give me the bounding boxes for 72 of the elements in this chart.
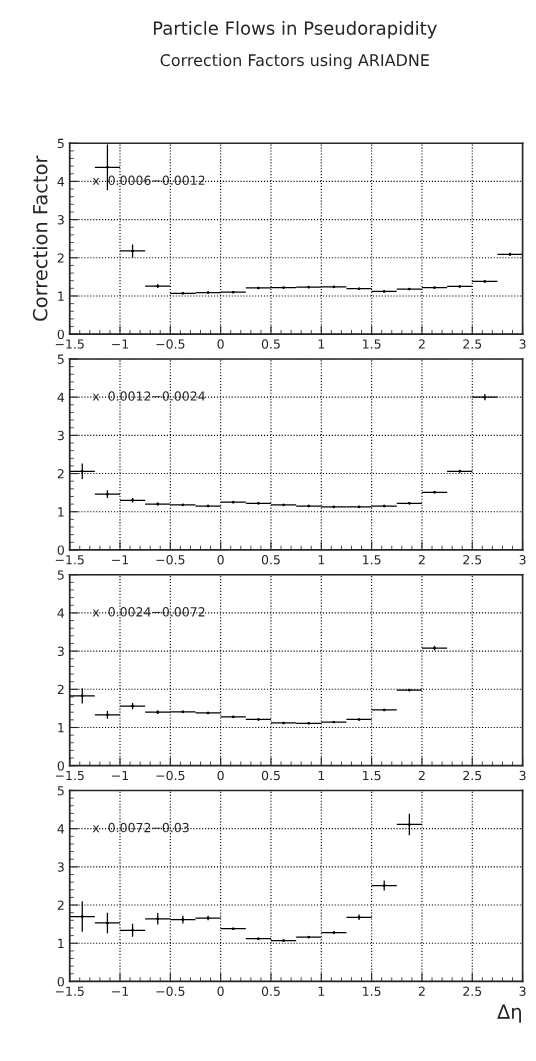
y-tick-label: 0 (57, 545, 64, 555)
y-tick-label: 3 (57, 430, 64, 441)
x-tick-label: 3 (519, 555, 526, 565)
y-tick-label: 2 (57, 900, 64, 910)
y-tick-label: 0 (57, 761, 64, 771)
x-tick-label: 2 (418, 339, 425, 349)
y-tick-label: 0 (57, 976, 64, 987)
x-tick-label: −0.5 (156, 555, 185, 565)
y-axis-title: Correction Factor (32, 155, 48, 321)
x-tick-label: −0.5 (156, 339, 185, 349)
x-tick-label: 2 (418, 986, 425, 996)
x-tick-label: −1 (112, 555, 129, 565)
x-tick-label: −1.5 (55, 339, 84, 349)
x-tick-label: −1 (112, 986, 129, 996)
y-tick-label: 3 (57, 862, 64, 872)
y-tick-label: 4 (57, 392, 65, 402)
x-tick-label: 0 (217, 339, 224, 349)
annotation: x 0.0006−0.0012 (92, 175, 205, 186)
x-tick-label: 1.5 (363, 555, 381, 565)
y-tick-label: 1 (58, 291, 64, 301)
y-tick-label: 2 (57, 253, 64, 263)
y-tick-label: 2 (57, 469, 64, 479)
x-tick-label: 1 (318, 555, 325, 565)
chart-subtitle: Correction Factors using ARIADNE (160, 53, 429, 70)
y-tick-label: 5 (57, 138, 64, 149)
x-tick-label: 0.5 (261, 770, 280, 781)
x-tick-label: 3 (519, 339, 526, 349)
x-tick-label: 1.5 (363, 770, 381, 781)
y-tick-label: 5 (57, 354, 64, 364)
x-tick-label: 2 (418, 555, 425, 565)
x-tick-label: −0.5 (156, 986, 185, 996)
x-tick-label: 2.5 (463, 986, 482, 996)
x-tick-label: 0.5 (261, 986, 280, 996)
y-tick-label: 1 (58, 507, 64, 517)
y-tick-label: 4 (57, 824, 65, 834)
x-tick-label: −1.5 (55, 770, 84, 781)
annotation: x 0.0072−0.03 (92, 822, 189, 833)
annotation: x 0.0024−0.0072 (92, 607, 205, 617)
x-tick-label: 0.5 (261, 339, 280, 349)
y-tick-label: 4 (57, 177, 65, 187)
annotation: x 0.0012−0.0024 (92, 391, 205, 401)
x-tick-label: −1 (112, 770, 129, 781)
y-tick-label: 5 (57, 786, 64, 796)
x-tick-label: 0 (217, 770, 224, 781)
x-tick-label: 2.5 (463, 555, 482, 565)
x-tick-label: 3 (519, 770, 526, 781)
chart-title: Particle Flows in Pseudorapidity (153, 20, 437, 39)
x-tick-label: 1.5 (363, 986, 381, 996)
x-tick-label: 0 (217, 555, 224, 565)
x-tick-label: 1 (318, 339, 325, 349)
x-tick-label: 3 (519, 986, 526, 996)
x-tick-label: −1 (112, 339, 129, 349)
y-tick-label: 1 (58, 938, 64, 948)
x-tick-label: −1.5 (55, 986, 84, 996)
x-axis-title: Δη (497, 1004, 521, 1023)
x-tick-label: −1.5 (55, 555, 84, 565)
y-tick-label: 3 (57, 215, 64, 225)
y-tick-label: 5 (57, 570, 64, 580)
x-tick-label: 2.5 (463, 339, 482, 349)
y-tick-label: 1 (58, 723, 64, 733)
x-tick-label: 0.5 (261, 555, 280, 565)
y-tick-label: 2 (57, 684, 64, 695)
x-tick-label: 1 (318, 770, 325, 781)
y-tick-label: 4 (57, 608, 65, 618)
x-tick-label: 2.5 (463, 770, 482, 781)
x-tick-label: −0.5 (156, 770, 185, 781)
x-tick-label: 1.5 (363, 339, 381, 349)
x-tick-label: 1 (318, 986, 325, 996)
x-tick-label: 2 (418, 770, 425, 781)
y-tick-label: 0 (57, 329, 64, 340)
y-tick-label: 3 (57, 646, 64, 657)
x-tick-label: 0 (217, 986, 224, 996)
